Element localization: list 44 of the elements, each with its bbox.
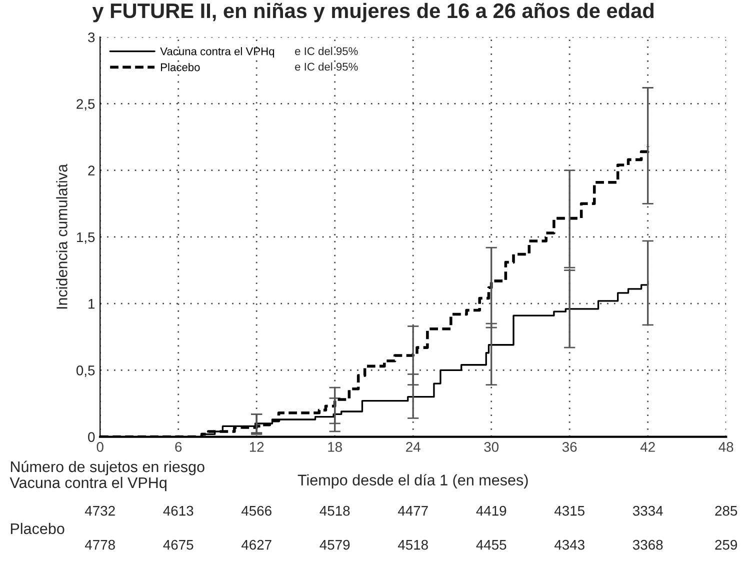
text: Número de sujetos en riesgo [10, 460, 204, 476]
y-tick-label: 0,5 [76, 366, 95, 378]
text: 285 [715, 506, 738, 516]
annotation: e IC del 95% [295, 62, 358, 71]
text: 4579 [320, 540, 350, 550]
y-tick-label: 1 [88, 299, 95, 309]
text: 3334 [632, 506, 663, 516]
x-tick-label: 12 [250, 442, 264, 452]
y-tick-label: 0 [88, 432, 95, 442]
annotation: e IC del 95% [295, 46, 358, 56]
x-tick-label: 6 [175, 442, 182, 452]
y-tick-label: 2,5 [76, 99, 95, 111]
text: 4477 [398, 506, 428, 516]
x-axis-title: Tiempo desde el día 1 (en meses) [298, 474, 528, 488]
text: 4732 [84, 506, 115, 516]
x-tick-label: 0 [96, 442, 104, 452]
text: 4455 [476, 540, 506, 550]
y-tick-label: 1,5 [76, 232, 95, 244]
y-tick-label: 3 [88, 32, 95, 42]
text: 4675 [163, 540, 194, 550]
text: 3368 [632, 540, 663, 550]
legend-label: Placebo [161, 63, 200, 72]
text: Vacuna contra el VPHq [10, 476, 166, 492]
text: 259 [715, 540, 738, 550]
x-tick-label: 30 [484, 442, 499, 452]
text: 4315 [554, 506, 584, 516]
y-axis-title: Incidencia cumulativa [56, 164, 68, 309]
text: 4627 [241, 540, 272, 550]
text: 4566 [241, 506, 272, 516]
x-tick-label: 24 [406, 442, 420, 452]
text: 4613 [163, 506, 194, 516]
chart-title: y FUTURE II, en niñas y mujeres de 16 a 26 años de edad [92, 2, 654, 22]
y-tick-label: 2 [88, 166, 95, 176]
text: Placebo [10, 522, 64, 534]
x-tick-label: 42 [640, 442, 655, 452]
text: 4419 [476, 506, 506, 516]
x-tick-label: 18 [328, 442, 342, 452]
legend-label: Vacuna contra el VPHq [160, 47, 274, 58]
text: 4343 [554, 540, 584, 550]
x-tick-label: 36 [562, 442, 577, 452]
text: 4778 [84, 540, 115, 550]
x-tick-label: 48 [718, 442, 734, 452]
text: 4518 [398, 540, 428, 550]
text: 4518 [320, 506, 350, 516]
